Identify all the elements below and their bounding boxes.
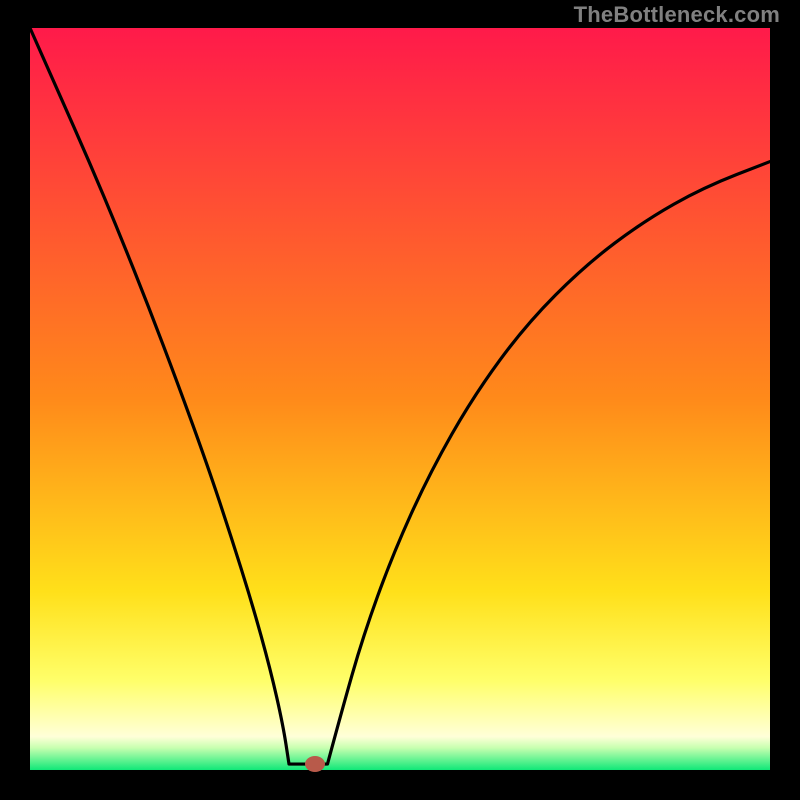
min-marker [305, 756, 325, 772]
watermark-text: TheBottleneck.com [574, 2, 780, 28]
bottleneck-curve [0, 0, 800, 800]
chart-container: TheBottleneck.com [0, 0, 800, 800]
